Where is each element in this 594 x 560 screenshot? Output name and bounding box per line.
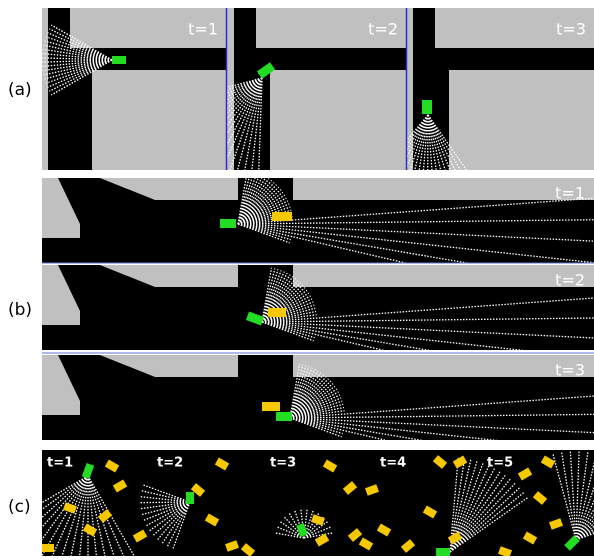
panel-label: (b) xyxy=(8,300,32,320)
agent xyxy=(276,412,292,421)
frame-label: t=1 xyxy=(555,184,585,203)
wall xyxy=(293,265,594,287)
corridor xyxy=(413,48,594,70)
corridor xyxy=(48,8,70,48)
figure: (a) (b) (c) t=1 t=2 t=3 t=1 t=2 t=3 t=1 t=2 t=3 t=4 t… xyxy=(0,0,594,560)
frame-label: t=2 xyxy=(555,271,585,290)
panel-label: (a) xyxy=(8,80,32,100)
obstacle xyxy=(272,212,292,221)
agent xyxy=(422,100,432,114)
corridor xyxy=(48,70,92,170)
frame-label: t=2 xyxy=(368,20,398,39)
frame-label: t=3 xyxy=(270,456,296,471)
frame-label: t=4 xyxy=(380,456,406,471)
agent xyxy=(220,219,236,228)
corridor xyxy=(234,48,406,70)
agent xyxy=(436,548,450,556)
wall xyxy=(293,355,594,377)
obstacle xyxy=(262,402,280,411)
frame-label: t=1 xyxy=(47,456,73,471)
frame-label: t=5 xyxy=(487,456,513,471)
corridor xyxy=(234,8,256,48)
corridor xyxy=(413,8,435,48)
obstacle xyxy=(42,544,54,552)
frame-label: t=3 xyxy=(556,20,586,39)
wall xyxy=(293,178,594,200)
agent xyxy=(186,492,194,504)
frame-label: t=1 xyxy=(188,20,218,39)
frame-label: t=3 xyxy=(555,361,585,380)
frame-label: t=2 xyxy=(157,456,183,471)
agent xyxy=(112,56,126,64)
panel-label: (c) xyxy=(8,497,31,517)
obstacle xyxy=(268,308,286,317)
